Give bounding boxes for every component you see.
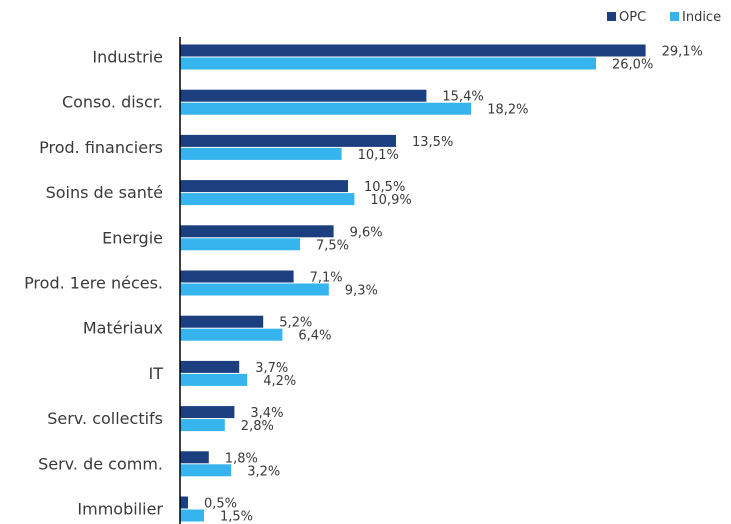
category-label: Prod. 1ere néces. [24,274,163,293]
legend-swatch-indice [670,12,679,21]
value-label: 5,2% [279,316,312,331]
bars [180,44,646,522]
category-label: Serv. collectifs [47,409,163,428]
bar-opc-6 [180,315,264,328]
legend-label-indice: Indice [682,10,721,25]
value-label: 10,5% [364,180,405,195]
bar-opc-0 [180,44,646,57]
value-label: 3,7% [255,361,288,376]
category-label: Industrie [92,48,163,67]
category-label: Energie [102,228,163,247]
value-label: 7,1% [310,271,343,286]
value-label: 10,9% [370,193,411,208]
category-labels: Industrie Conso. discr. Prod. financiers So… [24,48,163,519]
value-label: 7,5% [316,238,349,253]
value-label: 4,2% [263,374,296,389]
bar-opc-9 [180,451,209,464]
bar-opc-3 [180,180,348,193]
value-label: 10,1% [358,148,399,163]
category-label: Serv. de comm. [38,454,163,473]
category-label: Conso. discr. [62,93,163,112]
value-label: 15,4% [442,90,483,105]
bar-indice-10 [180,509,204,522]
bar-indice-8 [180,419,225,432]
bar-indice-0 [180,57,596,70]
category-label: Prod. financiers [39,138,163,157]
legend-swatch-opc [607,12,616,21]
value-label: 6,4% [298,329,331,344]
bar-opc-10 [180,496,188,509]
bar-opc-8 [180,406,235,419]
value-label: 3,2% [247,464,280,479]
bar-opc-1 [180,89,427,102]
category-label: Soins de santé [46,183,163,202]
category-label: Matériaux [83,319,163,338]
bar-indice-1 [180,102,472,115]
value-label: 0,5% [204,497,237,512]
value-label: 29,1% [662,45,703,60]
value-label: 3,4% [250,406,283,421]
bar-indice-3 [180,193,355,206]
legend: OPC Indice [607,10,721,25]
value-label: 2,8% [241,419,274,434]
bar-opc-2 [180,134,396,147]
bar-opc-4 [180,225,334,238]
bar-indice-6 [180,328,283,341]
value-label: 13,5% [412,135,453,150]
bar-indice-4 [180,238,300,251]
bar-indice-9 [180,464,232,477]
bar-opc-7 [180,360,240,373]
value-label: 9,3% [345,284,378,299]
bar-opc-5 [180,270,294,283]
legend-label-opc: OPC [619,10,646,25]
value-label: 1,5% [220,510,253,524]
category-label: IT [149,364,164,383]
bar-indice-7 [180,373,248,386]
value-label: 18,2% [487,103,528,118]
bar-indice-5 [180,283,329,296]
value-label: 1,8% [225,451,258,466]
value-labels: 29,1% 26,0% 15,4% 18,2% 13,5% 10,1% 10,5%10,9%… [204,45,703,524]
value-label: 26,0% [612,58,653,73]
value-label: 9,6% [350,225,383,240]
bar-indice-2 [180,147,342,160]
category-label: Immobilier [77,500,163,519]
